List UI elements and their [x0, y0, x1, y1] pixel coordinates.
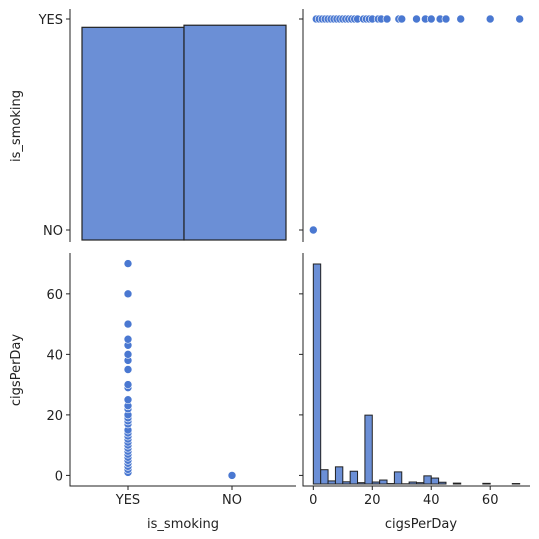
histogram-bar-no: [183, 24, 287, 241]
panel-cigs-per-day-histogram: 0 20 40 60: [299, 253, 530, 508]
scatter-point: [309, 225, 318, 235]
scatter-point: [426, 14, 436, 24]
scatter-point: [123, 319, 133, 329]
y-axis-label-is-smoking: is_smoking: [9, 90, 24, 162]
scatter-point: [123, 334, 133, 344]
histogram-bar: [438, 481, 447, 485]
scatter-point: [456, 14, 466, 24]
histogram-bar-yes: [81, 26, 185, 241]
histogram-bar: [320, 469, 329, 485]
scatter-point: [123, 289, 133, 299]
scatter-point: [441, 14, 451, 24]
y-tick-label: 0: [55, 469, 63, 484]
histogram-bar: [452, 482, 462, 485]
scatter-point: [123, 365, 133, 374]
x-axis-label-is-smoking: is_smoking: [147, 517, 219, 532]
y-tick-label: 60: [46, 288, 63, 303]
scatter-point: [515, 14, 524, 24]
histogram-bar: [357, 482, 366, 485]
y-tick-label: YES: [38, 13, 63, 28]
x-tick-label: 40: [423, 493, 440, 508]
scatter-point: [123, 350, 133, 359]
x-tick-label: 60: [482, 493, 499, 508]
x-axis-label-cigs-per-day: cigsPerDay: [385, 517, 457, 532]
axis-labels: is_smoking cigsPerDay is_smoking cigsPerDay: [9, 90, 457, 532]
panel-is-smoking-vs-cigs-scatter: [299, 9, 524, 242]
histogram-bar: [379, 479, 388, 485]
histogram-bar: [327, 480, 336, 485]
panel-is-smoking-histogram: YES NO: [38, 9, 287, 242]
histogram-bar: [312, 263, 322, 485]
histogram-bar: [393, 471, 403, 485]
histogram-bar: [349, 470, 359, 485]
scatter-point: [382, 14, 392, 24]
histogram-bar: [416, 482, 425, 485]
x-tick-label: YES: [115, 493, 140, 508]
histogram-bar: [408, 481, 418, 485]
scatter-point: [123, 380, 133, 389]
axes-spines: [302, 253, 530, 487]
scatter-point: [123, 259, 133, 268]
histogram-bar: [482, 482, 491, 485]
histogram-bar: [342, 481, 351, 485]
x-tick-label: 20: [364, 493, 381, 508]
x-tick-label: NO: [222, 493, 242, 508]
x-tick-label: 0: [309, 493, 317, 508]
panel-cigs-vs-is-smoking-scatter: 0 20 40 60 YES NO: [46, 253, 296, 508]
histogram-bar: [430, 477, 440, 485]
y-axis-label-cigs-per-day: cigsPerDay: [9, 334, 24, 406]
histogram-bar: [364, 414, 373, 485]
histogram-bar: [334, 466, 344, 485]
y-tick-label: 40: [46, 348, 63, 363]
y-tick-label: 20: [46, 409, 63, 424]
scatter-point: [485, 14, 495, 24]
scatter-point: [412, 14, 421, 24]
histogram-bar: [423, 475, 432, 485]
scatter-point: [227, 471, 237, 480]
scatter-point: [123, 395, 133, 405]
scatter-point: [397, 14, 407, 24]
histogram-bar: [371, 481, 381, 485]
axes-spines: [69, 253, 296, 487]
y-tick-label: NO: [43, 224, 63, 239]
